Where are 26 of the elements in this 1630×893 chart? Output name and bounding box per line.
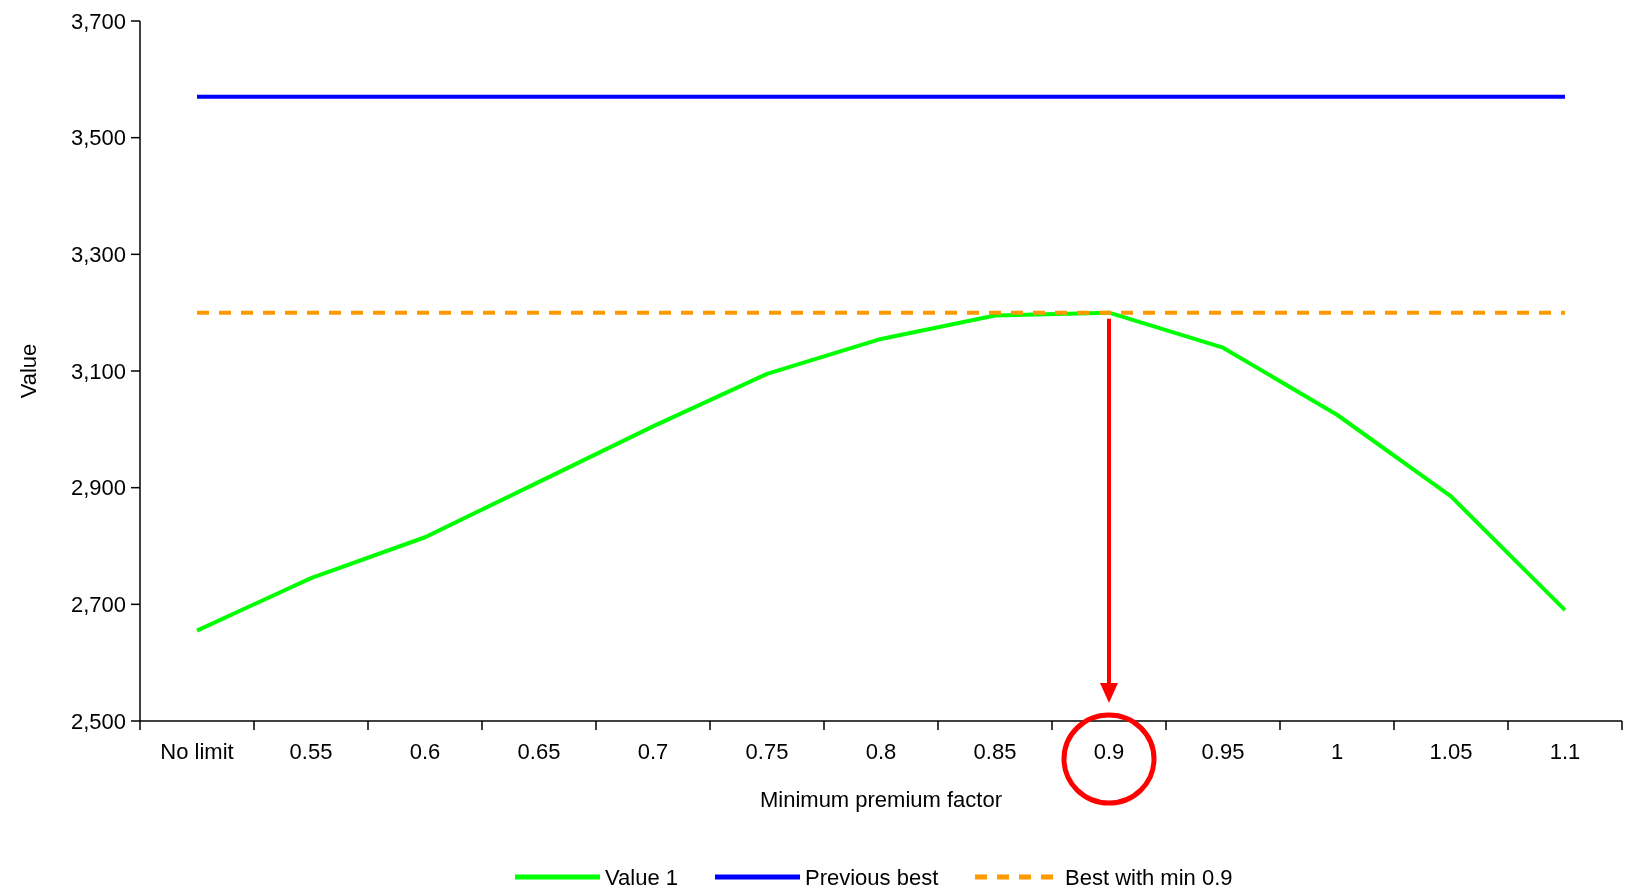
x-tick-label: 0.75 bbox=[745, 739, 789, 764]
legend-label: Previous best bbox=[805, 864, 939, 890]
y-tick-label: 3,100 bbox=[70, 358, 126, 384]
legend-label: Value 1 bbox=[605, 864, 678, 890]
x-tick-label: No limit bbox=[160, 739, 234, 764]
y-tick-label: 2,900 bbox=[70, 475, 126, 501]
x-tick-label: 0.95 bbox=[1201, 739, 1245, 764]
x-tick-label: 0.9 bbox=[1093, 739, 1125, 764]
x-tick-label: 0.55 bbox=[289, 739, 333, 764]
y-axis-title: Value bbox=[16, 343, 41, 399]
y-tick-label: 3,700 bbox=[70, 8, 126, 34]
y-tick-label: 3,500 bbox=[70, 125, 126, 151]
x-tick-label: 0.6 bbox=[409, 739, 441, 764]
x-tick-label: 0.8 bbox=[865, 739, 897, 764]
y-tick-label: 2,700 bbox=[70, 592, 126, 618]
x-axis-title: Minimum premium factor bbox=[759, 787, 1003, 812]
legend-label: Best with min 0.9 bbox=[1065, 864, 1233, 890]
x-tick-label: 1.05 bbox=[1429, 739, 1473, 764]
x-tick-label: 0.65 bbox=[517, 739, 561, 764]
x-tick-label: 0.85 bbox=[973, 739, 1017, 764]
y-tick-label: 3,300 bbox=[70, 242, 126, 268]
y-tick-label: 2,500 bbox=[70, 708, 126, 734]
x-tick-label: 1.1 bbox=[1549, 739, 1581, 764]
line-series bbox=[195, 310, 1567, 633]
x-tick-label: 1 bbox=[1330, 739, 1344, 764]
x-tick-label: 0.7 bbox=[637, 739, 669, 764]
